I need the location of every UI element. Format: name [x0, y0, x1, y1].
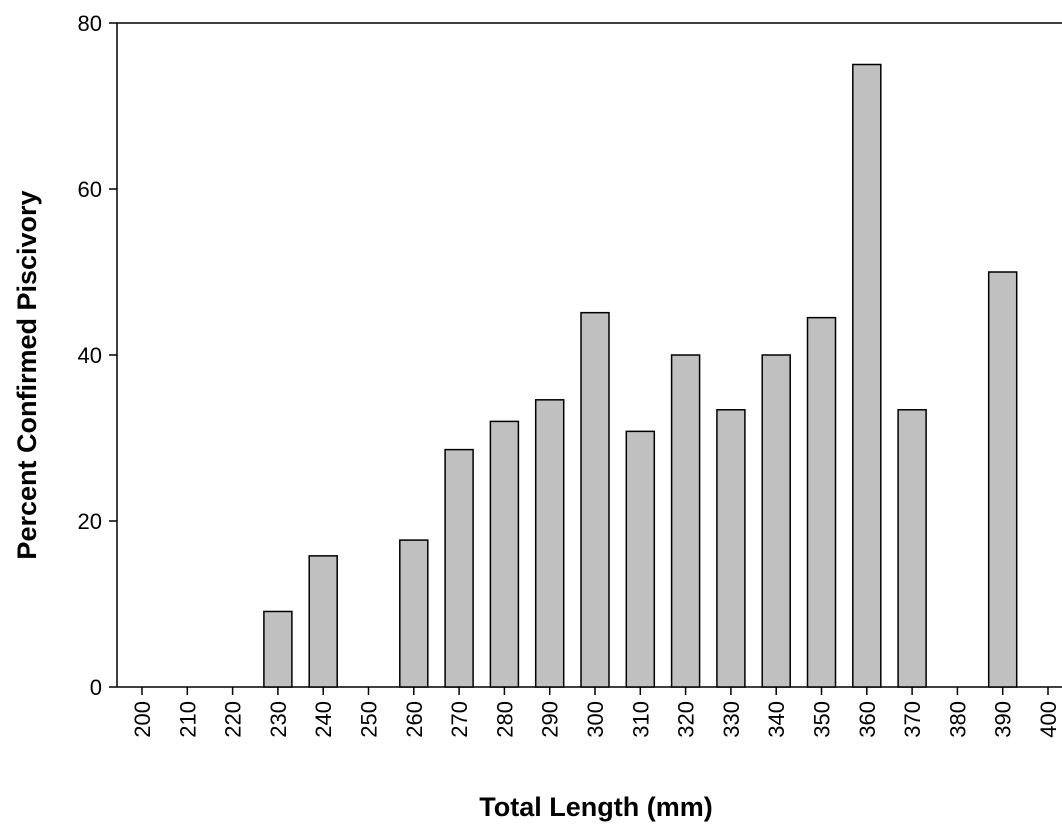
y-tick-label-20: 20: [78, 509, 102, 534]
x-axis-ticks: 200 210 220 230 240 250 260 270 280 290 300 310 320 3…: [130, 687, 1061, 738]
x-tick-label-310: 310: [628, 701, 653, 738]
y-axis-title: Percent Confirmed Piscivory: [12, 190, 42, 559]
x-tick-label-280: 280: [492, 701, 517, 738]
bar-350: [806, 316, 837, 688]
bar-320: [670, 354, 701, 688]
bar-300: [580, 311, 610, 688]
y-tick-label-80: 80: [78, 11, 102, 36]
bars: [263, 63, 1018, 688]
y-tick-label-60: 60: [78, 177, 102, 202]
bar-330: [716, 409, 746, 688]
x-tick-label-320: 320: [674, 701, 699, 738]
bar-240: [308, 555, 338, 688]
x-tick-label-220: 220: [221, 701, 246, 738]
x-tick-label-330: 330: [719, 701, 744, 738]
bar-290: [534, 399, 565, 688]
bar-340: [761, 354, 791, 688]
bar-260: [399, 539, 429, 688]
x-tick-label-240: 240: [311, 701, 336, 738]
x-tick-label-210: 210: [175, 701, 200, 738]
bar-360: [852, 63, 882, 688]
x-tick-label-230: 230: [266, 701, 291, 738]
bar-390: [987, 271, 1018, 688]
bar-230: [263, 610, 293, 688]
x-tick-label-370: 370: [900, 701, 925, 738]
x-tick-label-250: 250: [357, 701, 382, 738]
x-tick-label-270: 270: [447, 701, 472, 738]
bar-280: [489, 420, 520, 688]
x-tick-label-360: 360: [855, 701, 880, 738]
x-tick-label-350: 350: [810, 701, 835, 738]
x-tick-label-400: 400: [1036, 701, 1061, 738]
bar-370: [897, 409, 927, 688]
y-axis-ticks: 0 20 40 60 80: [78, 11, 117, 700]
x-tick-label-260: 260: [402, 701, 427, 738]
x-tick-label-380: 380: [945, 701, 970, 738]
x-tick-label-340: 340: [764, 701, 789, 738]
y-tick-label-0: 0: [90, 675, 102, 700]
x-tick-label-300: 300: [583, 701, 608, 738]
x-tick-label-200: 200: [130, 701, 155, 738]
x-tick-label-390: 390: [991, 701, 1016, 738]
bar-310: [625, 430, 656, 688]
x-tick-label-290: 290: [538, 701, 563, 738]
x-axis-title: Total Length (mm): [479, 792, 712, 822]
y-tick-label-40: 40: [78, 343, 102, 368]
bar-270: [444, 448, 474, 688]
